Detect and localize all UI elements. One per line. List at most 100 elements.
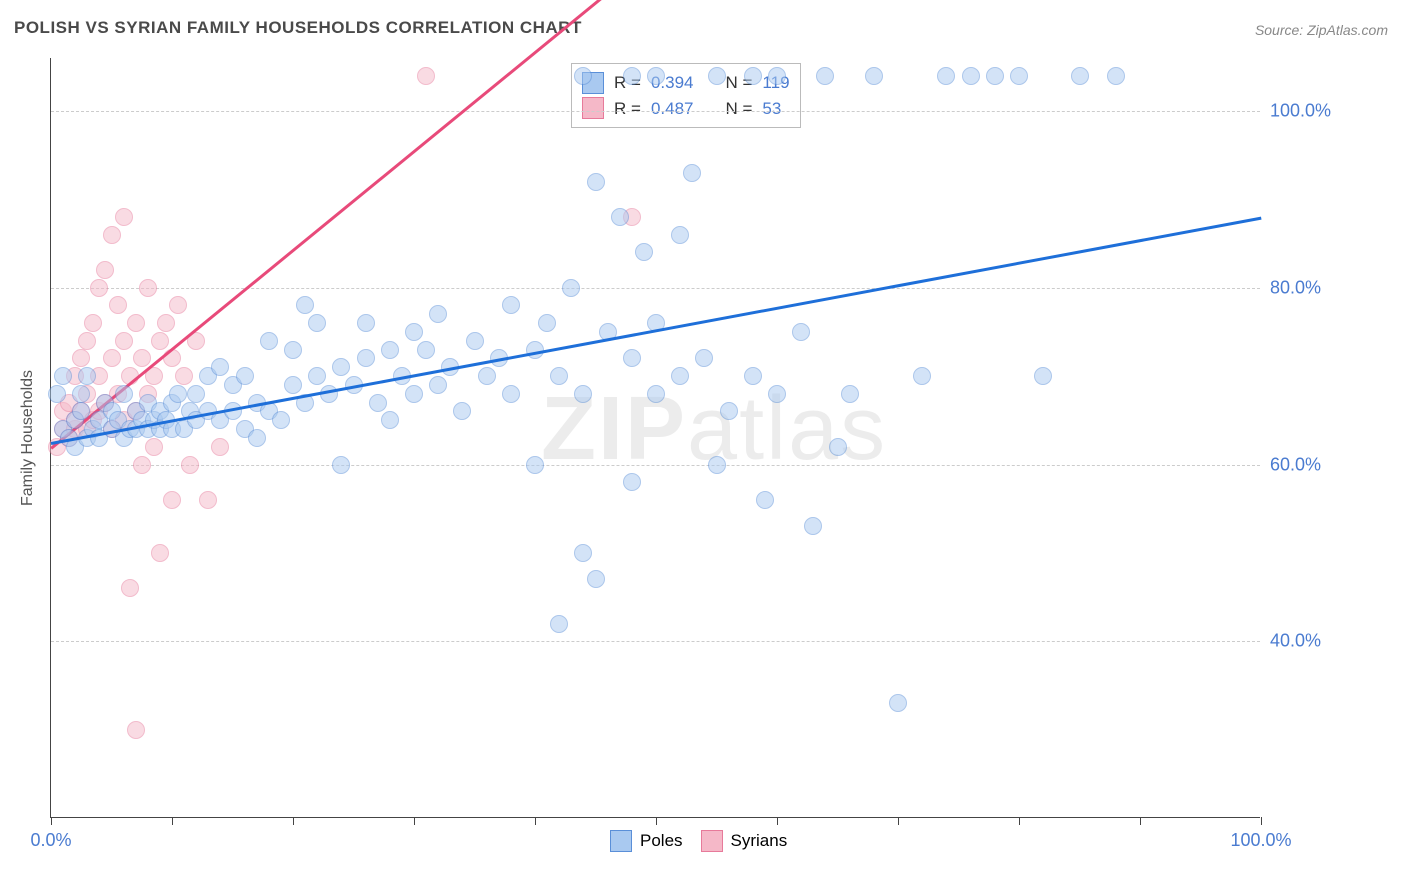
data-point [139,279,157,297]
gridline [51,288,1260,289]
legend-label: Poles [640,831,683,851]
data-point [417,341,435,359]
y-tick-label: 80.0% [1270,277,1370,298]
x-tick [51,817,52,825]
data-point [756,491,774,509]
data-point [744,367,762,385]
x-tick-label: 0.0% [30,830,71,851]
data-point [829,438,847,456]
data-point [127,721,145,739]
data-point [708,67,726,85]
data-point [211,438,229,456]
data-point [381,411,399,429]
data-point [768,385,786,403]
data-point [417,67,435,85]
data-point [211,358,229,376]
data-point [792,323,810,341]
data-point [405,385,423,403]
data-point [115,385,133,403]
data-point [587,173,605,191]
data-point [611,208,629,226]
legend-item-poles: Poles [610,830,683,852]
x-tick [535,817,536,825]
data-point [562,279,580,297]
data-point [78,332,96,350]
data-point [550,367,568,385]
x-tick [1261,817,1262,825]
data-point [502,296,520,314]
data-point [466,332,484,350]
data-point [169,296,187,314]
x-tick [656,817,657,825]
data-point [538,314,556,332]
data-point [574,544,592,562]
gridline [51,641,1260,642]
legend-swatch-icon [701,830,723,852]
y-axis-label: Family Households [19,370,37,506]
data-point [187,385,205,403]
plot-area: ZIPatlas R = 0.394 N = 119 R = 0.487 N =… [50,58,1260,818]
data-point [429,376,447,394]
data-point [526,456,544,474]
data-point [181,456,199,474]
data-point [296,296,314,314]
data-point [720,402,738,420]
n-label: N = [725,96,752,122]
data-point [623,349,641,367]
data-point [1010,67,1028,85]
chart-title: POLISH VS SYRIAN FAMILY HOUSEHOLDS CORRE… [14,18,582,38]
data-point [986,67,1004,85]
data-point [72,402,90,420]
data-point [284,341,302,359]
data-point [48,385,66,403]
series-legend: Poles Syrians [610,830,787,852]
data-point [381,341,399,359]
data-point [768,67,786,85]
data-point [169,385,187,403]
data-point [478,367,496,385]
data-point [405,323,423,341]
legend-item-syrians: Syrians [701,830,788,852]
data-point [816,67,834,85]
data-point [84,314,102,332]
r-label: R = [614,96,641,122]
data-point [54,367,72,385]
data-point [429,305,447,323]
data-point [133,349,151,367]
data-point [357,314,375,332]
data-point [708,456,726,474]
data-point [635,243,653,261]
data-point [647,385,665,403]
data-point [623,67,641,85]
data-point [357,349,375,367]
data-point [841,385,859,403]
data-point [109,296,127,314]
x-tick [1140,817,1141,825]
data-point [115,208,133,226]
data-point [72,385,90,403]
data-point [272,411,290,429]
gridline [51,465,1260,466]
data-point [647,67,665,85]
data-point [550,615,568,633]
x-tick-label: 100.0% [1230,830,1291,851]
data-point [248,429,266,447]
data-point [115,332,133,350]
data-point [72,349,90,367]
data-point [121,579,139,597]
data-point [151,544,169,562]
source-label: Source: ZipAtlas.com [1255,22,1388,38]
data-point [96,261,114,279]
data-point [671,226,689,244]
data-point [1071,67,1089,85]
gridline [51,111,1260,112]
x-tick [777,817,778,825]
x-tick [293,817,294,825]
data-point [157,314,175,332]
data-point [260,332,278,350]
data-point [623,473,641,491]
data-point [587,570,605,588]
data-point [1107,67,1125,85]
data-point [369,394,387,412]
data-point [308,314,326,332]
